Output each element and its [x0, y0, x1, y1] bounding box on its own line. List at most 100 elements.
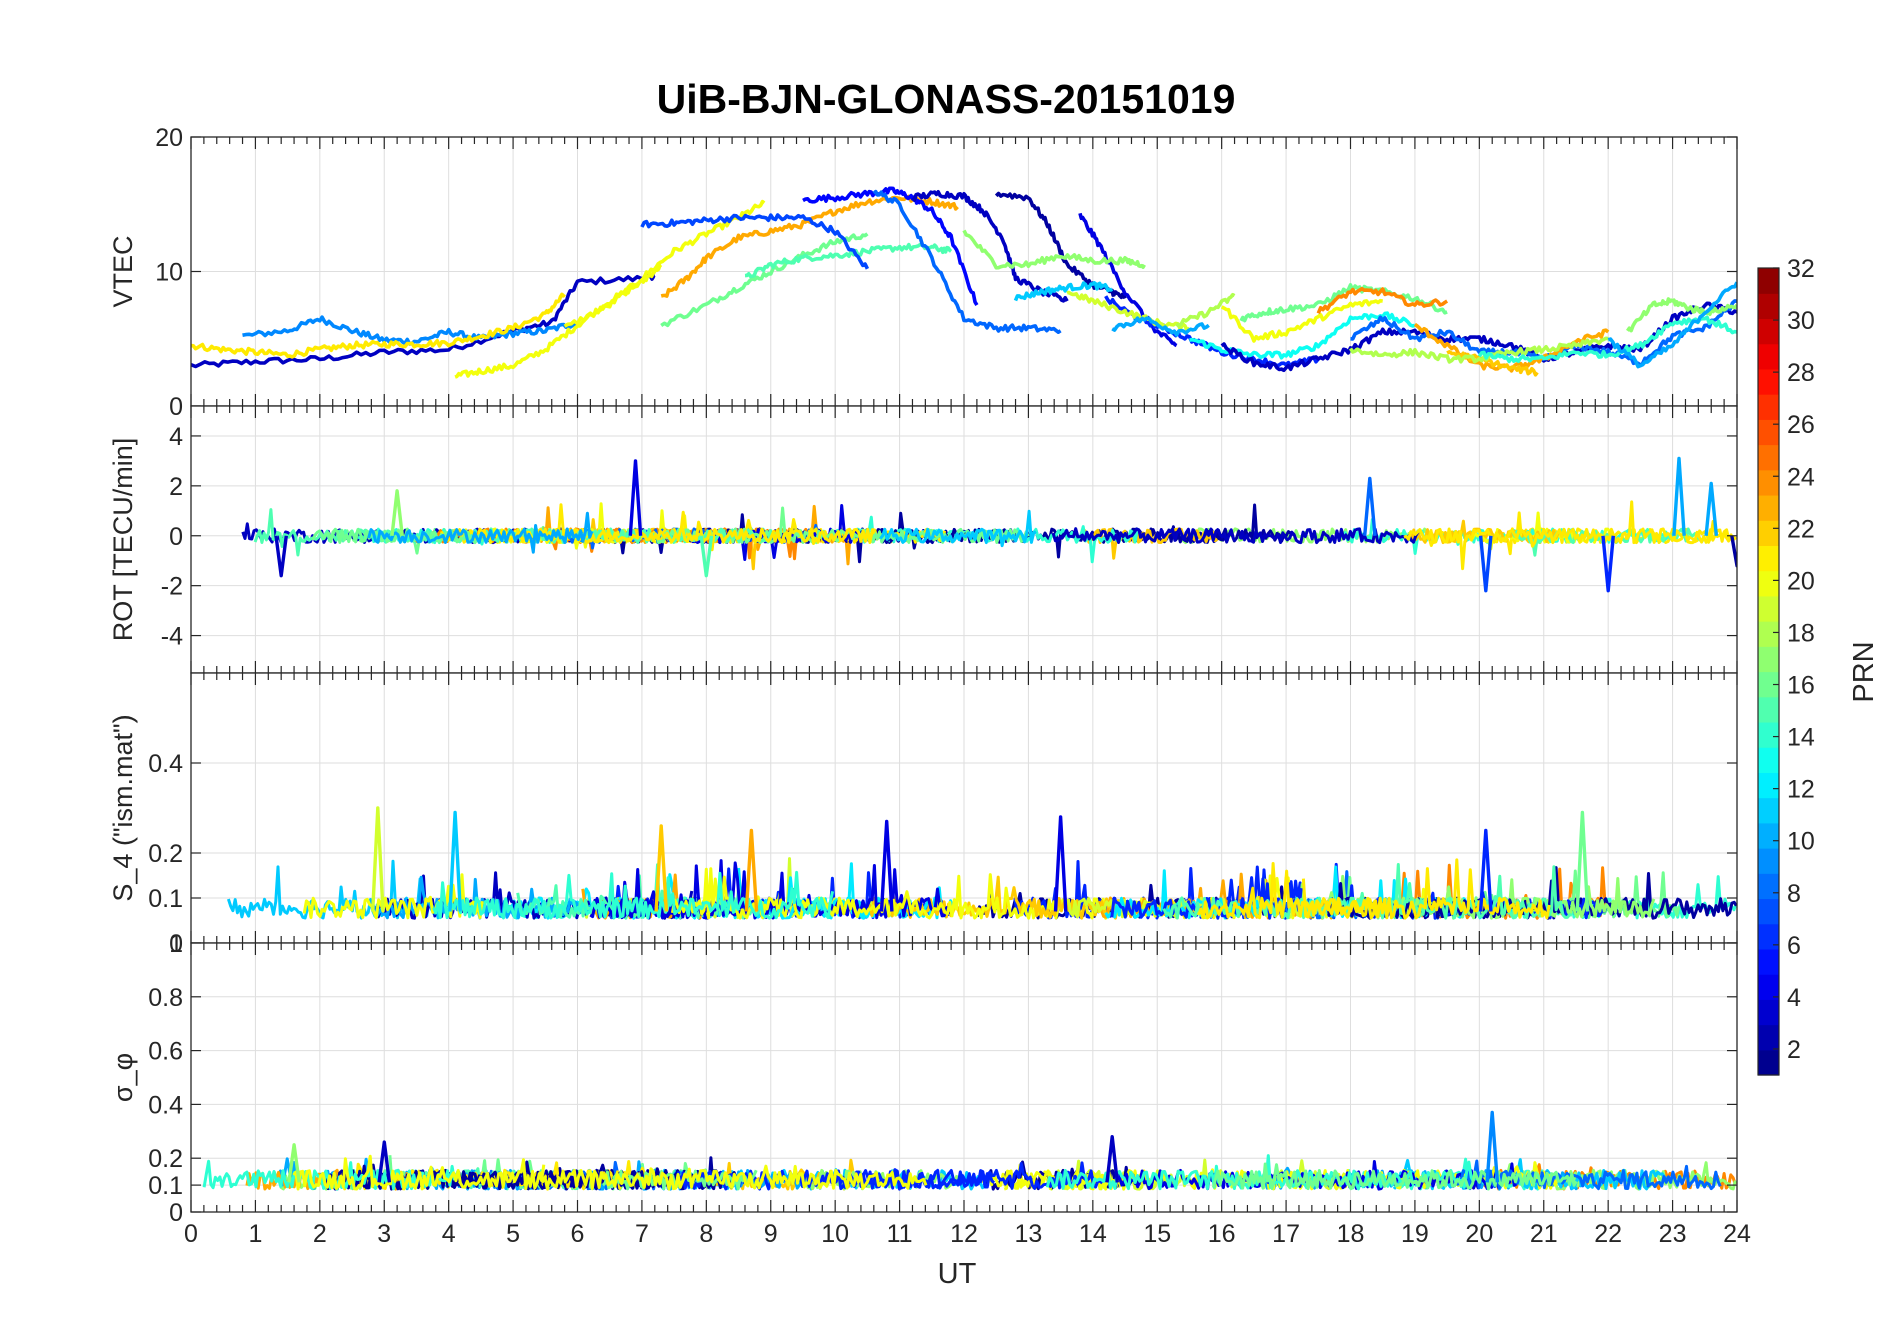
series-prn-9 — [242, 315, 579, 346]
peak-prn-4 — [1053, 815, 1068, 912]
series-prn-10 — [367, 511, 594, 554]
colorbar-swatch — [1758, 646, 1779, 673]
colorbar-swatch — [1758, 848, 1779, 874]
y-tick-label: 0.6 — [148, 1038, 183, 1066]
x-tick-label: 18 — [1337, 1220, 1365, 1248]
series-prn-20 — [292, 1154, 546, 1191]
series-prn-17 — [962, 229, 1146, 270]
peak-prn-3 — [274, 535, 288, 578]
x-tick-label: 20 — [1465, 1220, 1493, 1248]
colorbar-tick-label: 8 — [1787, 880, 1801, 908]
peak-prn-16 — [1575, 810, 1590, 912]
y-tick-label: -4 — [161, 623, 183, 651]
peak-prn-10 — [1672, 456, 1686, 536]
y-tick-label: 0.4 — [148, 750, 183, 778]
x-tick-labels: 0 1 2 3 4 5 6 7 8 9 10 11 12 13 14 15 16 17 18 19 20 21 22 23 24 — [184, 1220, 1751, 1248]
series-prn-10 — [1111, 316, 1210, 337]
colorbar-tick-label: 28 — [1787, 359, 1815, 387]
colorbar-swatch — [1758, 1049, 1779, 1076]
peak-prn-17 — [390, 489, 404, 536]
panel-data — [241, 456, 1737, 593]
peak-prn-4 — [879, 819, 894, 912]
colorbar-swatch — [1758, 343, 1779, 370]
peak-prn-3 — [1105, 1135, 1119, 1183]
x-tick-label: 16 — [1208, 1220, 1236, 1248]
series-prn-4 — [1078, 212, 1178, 348]
colorbar-swatch — [1758, 898, 1779, 925]
series-prn-22 — [1446, 350, 1539, 377]
y-tick-label: 1 — [169, 930, 183, 958]
colorbar-tick-label: 32 — [1787, 255, 1815, 283]
y-tick-label: 0.1 — [148, 1172, 183, 1200]
colorbar-tick-label: 12 — [1787, 776, 1815, 804]
series-prn-20 — [539, 1164, 928, 1191]
colorbar-swatch — [1758, 293, 1779, 320]
peak-prn-19 — [371, 806, 385, 912]
series-prn-21 — [1197, 862, 1379, 920]
colorbar-swatch — [1758, 494, 1779, 521]
x-tick-label: 21 — [1530, 1220, 1558, 1248]
series-prn-20 — [1220, 298, 1384, 343]
series-prn-8 — [872, 189, 1062, 334]
x-tick-label: 24 — [1723, 1220, 1751, 1248]
y-axis-label: σ_φ — [108, 1053, 138, 1102]
colorbar-swatch — [1758, 570, 1779, 597]
series-prn-23 — [660, 194, 959, 298]
colorbar-swatch — [1758, 999, 1779, 1026]
series-prn-17 — [1626, 297, 1737, 333]
panel-4: 00.10.20.40.60.81σ_φ — [108, 930, 1738, 1227]
colorbar-tick-label: 26 — [1787, 411, 1815, 439]
x-tick-label: 14 — [1079, 1220, 1107, 1248]
peak-prn-10 — [1704, 481, 1719, 536]
series-prn-6 — [1110, 876, 1303, 920]
y-tick-label: 0 — [169, 523, 183, 551]
y-tick-label: 0.4 — [148, 1091, 183, 1119]
x-ticks — [190, 137, 1738, 406]
y-tick-label: 2 — [169, 473, 183, 501]
y-tick-label: 0.8 — [148, 984, 183, 1012]
x-ticks — [190, 943, 1738, 1212]
colorbar-label: PRN — [1848, 641, 1880, 702]
series-prn-3 — [1051, 527, 1237, 544]
colorbar-swatch — [1758, 419, 1779, 446]
colorbar-frame — [1757, 267, 1780, 1076]
colorbar-swatch — [1758, 923, 1779, 950]
y-tick-label: 4 — [169, 423, 183, 451]
chart-title: UiB-BJN-GLONASS-20151019 — [657, 76, 1236, 122]
x-tick-label: 1 — [248, 1220, 262, 1248]
panel-data — [191, 186, 1737, 379]
colorbar-swatch — [1758, 696, 1779, 723]
colorbar-tick-label: 24 — [1787, 463, 1815, 491]
panel-3: 0 0.1 0.2 0.4 S_4 ("ism.mat") — [108, 672, 1738, 958]
colorbar-tick-label: 4 — [1787, 984, 1801, 1012]
series-prn-24 — [1316, 286, 1449, 314]
peak-prn-4 — [628, 459, 643, 536]
x-tick-label: 11 — [887, 1220, 913, 1248]
colorbar-swatch — [1758, 721, 1779, 748]
y-tick-label: 0 — [169, 393, 183, 421]
y-tick-label: 10 — [155, 259, 183, 287]
series-prn-16 — [660, 232, 869, 328]
colorbar-swatch — [1758, 974, 1779, 1000]
colorbar-tick-label: 20 — [1787, 567, 1815, 595]
colorbar-swatch — [1758, 268, 1779, 294]
x-tick-label: 10 — [821, 1220, 849, 1248]
x-tick-label: 12 — [950, 1220, 978, 1248]
x-tick-label: 9 — [764, 1220, 778, 1248]
x-tick-label: 4 — [442, 1220, 456, 1248]
colorbar-tick-label: 10 — [1787, 828, 1815, 856]
colorbar-swatch — [1758, 469, 1779, 496]
peak-prn-8 — [1363, 476, 1377, 536]
peak-prn-11 — [448, 810, 462, 912]
x-tick-label: 2 — [313, 1220, 327, 1248]
panel-data — [226, 806, 1737, 920]
series-prn-13 — [1189, 311, 1416, 360]
colorbar-swatch — [1758, 822, 1779, 849]
peak-prn-23 — [744, 828, 759, 912]
series-prn-16 — [1239, 283, 1448, 323]
colorbar-tick-label: 18 — [1787, 619, 1815, 647]
series-prn-7 — [640, 213, 870, 270]
series-prn-23 — [1413, 322, 1610, 373]
